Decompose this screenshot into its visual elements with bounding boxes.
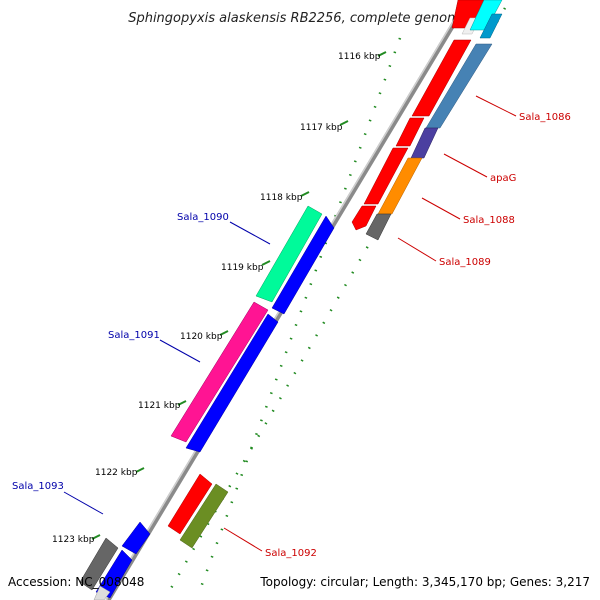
tick-1116 xyxy=(377,51,387,57)
gene-blue-4[interactable] xyxy=(95,549,133,599)
gene-steelblue[interactable] xyxy=(425,43,493,129)
label-sala-1093: Sala_1093 xyxy=(12,481,64,492)
leader-sala-1093 xyxy=(63,491,104,515)
gene-blue-2[interactable] xyxy=(185,313,279,453)
gene-upper-teal[interactable] xyxy=(479,13,503,39)
label-sala-1086: Sala_1086 xyxy=(519,112,571,123)
kbp-label-1117: 1117 kbp xyxy=(300,123,343,133)
outer-tick-ring xyxy=(198,37,402,591)
map-title: Sphingopyxis alaskensis RB2256, complete… xyxy=(128,11,468,26)
tick-1120 xyxy=(219,330,229,336)
tick-1122 xyxy=(135,467,145,473)
gene-blue-1[interactable] xyxy=(271,215,335,315)
gene-blue-3[interactable] xyxy=(121,521,151,555)
topology-text: Topology: circular; Length: 3,345,170 bp… xyxy=(259,575,590,589)
gene-red-lower[interactable] xyxy=(167,473,213,535)
tick-1123 xyxy=(91,534,101,540)
kbp-label-1116: 1116 kbp xyxy=(338,52,381,62)
gene-red-arrow[interactable] xyxy=(351,205,377,231)
label-sala-1089: Sala_1089 xyxy=(439,257,491,268)
gene-red-middle[interactable] xyxy=(363,147,409,205)
leader-sala-1086 xyxy=(475,95,517,117)
label-sala-1090: Sala_1090 xyxy=(177,212,229,223)
kbp-label-1121: 1121 kbp xyxy=(138,401,181,411)
leader-sala-1091 xyxy=(159,339,201,363)
gene-sala-1091[interactable] xyxy=(170,301,269,443)
leader-sala-1089 xyxy=(397,237,437,262)
tick-1118 xyxy=(300,191,310,197)
label-sala-1091: Sala_1091 xyxy=(108,330,160,341)
leader-sala-1090 xyxy=(229,221,271,245)
gene-red-small-1[interactable] xyxy=(395,117,425,147)
leader-sala-1088 xyxy=(421,197,461,220)
gene-sala-1093[interactable] xyxy=(79,537,119,591)
gene-sala-1088[interactable] xyxy=(377,157,423,215)
kbp-label-1118: 1118 kbp xyxy=(260,193,303,203)
gene-apag[interactable] xyxy=(410,127,439,159)
tick-1121 xyxy=(177,400,187,406)
kbp-label-1123: 1123 kbp xyxy=(52,535,95,545)
kbp-label-1122: 1122 kbp xyxy=(95,468,138,478)
label-sala-1092: Sala_1092 xyxy=(265,548,317,559)
leader-sala-1092 xyxy=(223,527,263,552)
gene-sala-1089[interactable] xyxy=(365,213,392,241)
label-sala-1088: Sala_1088 xyxy=(463,215,515,226)
gene-white-bottom[interactable] xyxy=(93,585,111,600)
label-apag: apaG xyxy=(490,173,516,184)
leader-apag xyxy=(443,153,488,178)
gene-sala-1092[interactable] xyxy=(179,483,229,549)
kbp-label-1120: 1120 kbp xyxy=(180,332,223,342)
kbp-ticks xyxy=(91,51,387,540)
accession-text: Accession: NC_008048 xyxy=(8,575,144,589)
kbp-label-1119: 1119 kbp xyxy=(221,263,264,273)
gene-sala-1086[interactable] xyxy=(411,39,472,117)
gene-sala-1090[interactable] xyxy=(255,205,323,303)
tick-1119 xyxy=(261,260,271,266)
tick-1117 xyxy=(339,120,349,126)
